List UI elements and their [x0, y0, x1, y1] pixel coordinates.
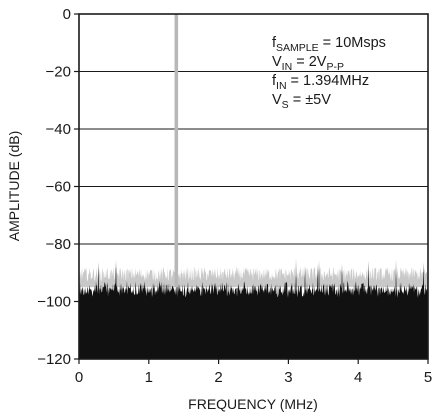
x-tick-labels: 0 1 2 3 4 5	[75, 369, 432, 386]
x-tick-label: 0	[75, 369, 83, 386]
y-tick-labels: 0 −20 −40 −60 −80 −100 −120	[37, 6, 71, 368]
annotation-line: VS = ±5V	[272, 92, 331, 111]
x-tick-label: 5	[424, 369, 432, 386]
x-tick-label: 4	[354, 369, 362, 386]
noise-haze	[79, 267, 428, 288]
annotation-line: VIN = 2VP-P	[272, 54, 344, 73]
y-tick-label: −20	[46, 64, 71, 81]
y-tick-label: −60	[46, 179, 71, 196]
grid-lines	[79, 70, 428, 303]
noise-base	[79, 351, 428, 359]
noise-band	[79, 258, 428, 359]
fundamental-line	[174, 14, 179, 288]
x-axis-label: FREQUENCY (MHz)	[188, 396, 318, 412]
x-tick-label: 3	[284, 369, 292, 386]
axis-ticks	[74, 13, 429, 364]
annotation-line: fIN = 1.394MHz	[272, 73, 369, 92]
noise-floor	[79, 258, 428, 359]
x-tick-label: 1	[145, 369, 153, 386]
y-tick-label: −120	[37, 351, 71, 368]
y-tick-label: −80	[46, 236, 71, 253]
fundamental-spike	[174, 14, 179, 288]
y-tick-label: −40	[46, 121, 71, 138]
annotation-line: fSAMPLE = 10Msps	[272, 35, 386, 54]
x-tick-label: 2	[214, 369, 222, 386]
y-tick-label: −100	[37, 294, 71, 311]
y-tick-label: 0	[63, 6, 71, 23]
y-axis-label: AMPLITUDE (dB)	[6, 131, 22, 241]
